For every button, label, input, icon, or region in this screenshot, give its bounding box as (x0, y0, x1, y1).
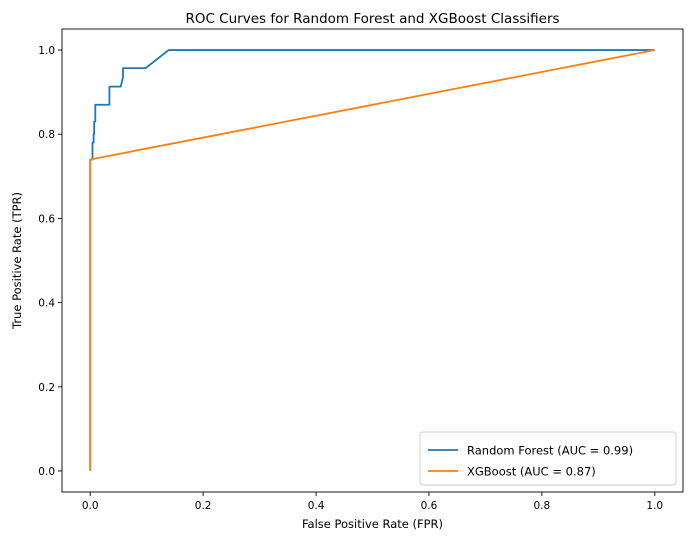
y-tick-label: 0.4 (38, 298, 55, 310)
x-tick-label: 0.8 (534, 500, 551, 512)
y-axis-label: True Positive Rate (TPR) (10, 192, 24, 330)
y-tick-label: 0.0 (38, 466, 55, 478)
legend-label-xgboost: XGBoost (AUC = 0.87) (467, 465, 596, 479)
y-tick-label: 1.0 (38, 45, 55, 57)
plot-area (89, 49, 655, 471)
x-tick-label: 1.0 (646, 500, 663, 512)
x-tick-label: 0.0 (82, 500, 99, 512)
legend: Random Forest (AUC = 0.99) XGBoost (AUC … (419, 431, 677, 486)
y-axis-ticks: 0.0 0.2 0.4 0.6 0.8 1.0 (38, 45, 62, 478)
series-line-xgboost (89, 49, 655, 471)
legend-label-random-forest: Random Forest (AUC = 0.99) (467, 444, 633, 458)
chart-title: ROC Curves for Random Forest and XGBoost… (185, 11, 559, 27)
x-tick-label: 0.4 (308, 500, 325, 512)
x-axis-label: False Positive Rate (FPR) (302, 517, 443, 531)
plot-frame (61, 28, 684, 493)
x-tick-label: 0.2 (195, 500, 212, 512)
y-tick-label: 0.8 (38, 129, 55, 141)
legend-box (419, 431, 677, 486)
y-tick-label: 0.6 (38, 213, 55, 225)
y-tick-label: 0.2 (38, 382, 55, 394)
series-line-random-forest (89, 49, 655, 471)
x-axis-ticks: 0.0 0.2 0.4 0.6 0.8 1.0 (82, 492, 663, 512)
x-tick-label: 0.6 (421, 500, 438, 512)
